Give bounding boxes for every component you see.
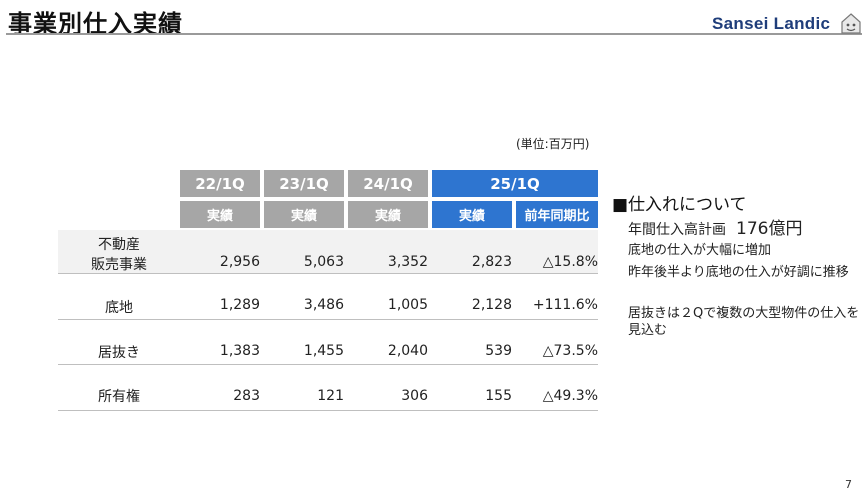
plan-label: 年間仕入高計画 (628, 222, 726, 238)
title-underline (6, 33, 862, 35)
subheader-actual: 実績 (264, 201, 344, 228)
value-cell: 2,823 (471, 254, 512, 270)
value-cell: 5,063 (303, 254, 344, 270)
row-label: 底地 (105, 300, 133, 316)
value-cell: 3,486 (303, 297, 344, 313)
subheader-actual: 実績 (180, 201, 260, 228)
value-cell: 2,956 (219, 254, 260, 270)
note-item: 底地の仕入が大幅に増加 (628, 243, 772, 258)
table-row: 不動産 販売事業 2,956 5,063 3,352 2,823 △15.8% (58, 230, 598, 273)
note-item: 居抜きは２Qで複数の大型物件の仕入を見込む (628, 306, 860, 338)
header-period-22-1q: 22/1Q (180, 170, 260, 197)
subheader-actual: 実績 (348, 201, 428, 228)
company-logo: Sansei Landic (706, 13, 862, 36)
value-cell: 3,352 (387, 254, 428, 270)
value-cell: 1,383 (219, 343, 260, 359)
table-row: 底地 1,289 3,486 1,005 2,128 +111.6% (58, 273, 598, 318)
value-cell: 2,040 (387, 343, 428, 359)
table-row: 所有権 283 121 306 155 △49.3% (58, 364, 598, 408)
row-label: 販売事業 (91, 257, 147, 273)
row-divider (58, 273, 598, 274)
subheader-yoy: 前年同期比 (516, 201, 598, 228)
notes-heading: ■仕入れについて (612, 195, 747, 215)
row-label: 所有権 (98, 389, 140, 405)
value-cell: 1,005 (387, 297, 428, 313)
value-cell: 283 (233, 388, 260, 404)
yoy-cell: △49.3% (542, 388, 598, 404)
value-cell: 306 (401, 388, 428, 404)
yoy-cell: △73.5% (542, 343, 598, 359)
logo-text: Sansei Landic (712, 14, 831, 33)
header-period-23-1q: 23/1Q (264, 170, 344, 197)
note-item: 昨年後半より底地の仕入が好調に推移 (628, 265, 849, 280)
row-shade (58, 230, 598, 273)
value-cell: 2,128 (471, 297, 512, 313)
subheader-actual: 実績 (432, 201, 512, 228)
row-divider (58, 364, 598, 365)
yoy-cell: +111.6% (532, 297, 598, 313)
yoy-cell: △15.8% (542, 254, 598, 270)
value-cell: 1,289 (219, 297, 260, 313)
value-cell: 539 (485, 343, 512, 359)
value-cell: 155 (485, 388, 512, 404)
header-period-24-1q: 24/1Q (348, 170, 428, 197)
row-label: 居抜き (98, 345, 140, 361)
annual-plan: 年間仕入高計画 176億円 (628, 214, 802, 239)
unit-label: (単位:百万円) (516, 137, 590, 151)
value-cell: 1,455 (303, 343, 344, 359)
row-label: 不動産 (98, 237, 140, 253)
row-divider (58, 410, 598, 411)
header-period-25-1q: 25/1Q (432, 170, 598, 197)
table-row: 居抜き 1,383 1,455 2,040 539 △73.5% (58, 319, 598, 364)
row-divider (58, 319, 598, 320)
value-cell: 121 (317, 388, 344, 404)
page-number: 7 (845, 478, 852, 491)
logo-house-icon (841, 13, 861, 34)
plan-value: 176億円 (736, 219, 803, 239)
